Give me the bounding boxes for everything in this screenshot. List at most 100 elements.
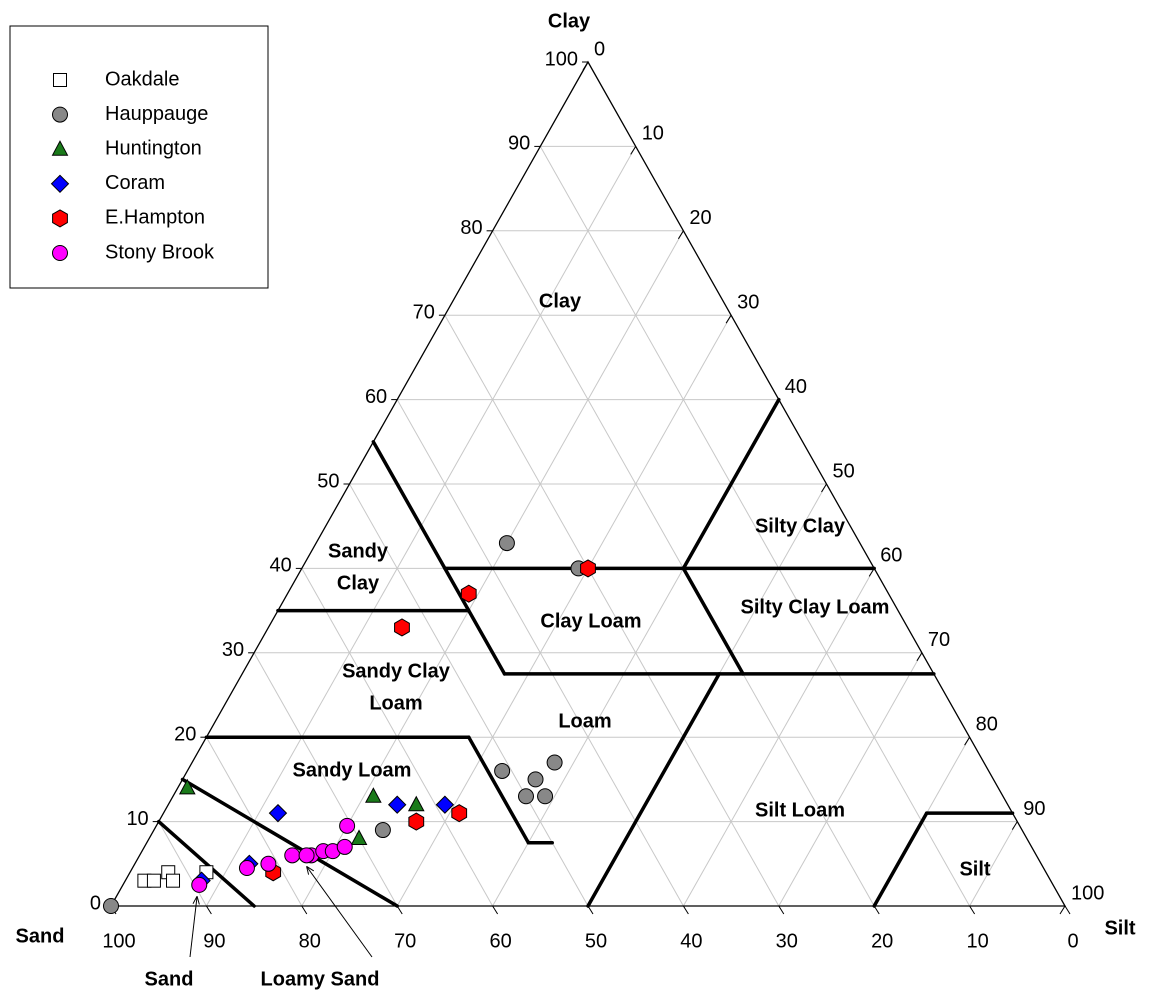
silt-tick-label: 100: [1071, 882, 1104, 904]
data-point: [546, 754, 563, 771]
data-point: [336, 838, 353, 855]
tick-mark: [205, 905, 212, 915]
data-point: [498, 535, 515, 552]
sand-tick-label: 20: [871, 930, 893, 952]
class-boundary: [156, 819, 256, 908]
legend-marker: [50, 174, 70, 194]
data-point: [103, 898, 119, 914]
region-label: Silt: [959, 858, 990, 880]
clay-axis-title: Clay: [548, 10, 591, 32]
class-boundary: [467, 735, 531, 845]
region-label: Sandy Loam: [293, 759, 412, 781]
region-label: Loam: [558, 710, 611, 732]
legend-marker: [52, 106, 68, 123]
data-point: [365, 787, 382, 803]
data-point: [537, 788, 554, 805]
grid: [158, 145, 1018, 907]
class-boundary: [681, 566, 745, 676]
legend-label: Oakdale: [105, 68, 180, 90]
legend-marker: [52, 209, 68, 228]
data-point: [580, 559, 596, 578]
data-point: [339, 817, 356, 834]
data-point: [268, 803, 288, 823]
data-point: [191, 876, 208, 893]
sand-tick-label: 80: [299, 930, 321, 952]
region-label: Loam: [369, 692, 422, 714]
region-label: Silty Clay: [755, 515, 846, 537]
legend-label: Huntington: [105, 137, 202, 159]
tick-mark: [964, 736, 971, 746]
clay-tick-label: 30: [222, 639, 244, 661]
tick-mark: [778, 905, 785, 915]
data-point: [527, 771, 544, 788]
region-label: Silty Clay Loam: [741, 596, 890, 618]
points: [103, 535, 596, 914]
silt-tick-label: 90: [1023, 798, 1045, 820]
region-label: Clay: [539, 290, 582, 312]
legend-label: Stony Brook: [105, 241, 215, 263]
data-point: [407, 795, 425, 812]
sand-tick-label: 50: [585, 930, 607, 952]
grid-line: [444, 314, 780, 907]
sand-tick-label: 10: [966, 930, 988, 952]
region-label: Clay: [337, 572, 380, 594]
clay-tick-label: 40: [270, 555, 292, 577]
clay-tick-label: 10: [126, 808, 148, 830]
data-point: [394, 618, 410, 637]
tick-mark: [630, 146, 637, 155]
tick-mark: [773, 399, 780, 408]
silt-tick-label: 0: [594, 38, 605, 60]
tick-mark: [587, 905, 594, 915]
data-point: [350, 829, 368, 845]
region-label: Sandy Clay: [342, 660, 451, 682]
data-point: [298, 847, 315, 864]
sand-tick-label: 40: [680, 930, 702, 952]
tick-mark: [1064, 905, 1071, 915]
clay-tick-label: 20: [174, 723, 196, 745]
region-label: Clay Loam: [540, 610, 641, 632]
sand-axis-title: Sand: [16, 925, 65, 947]
tick-mark: [582, 61, 589, 71]
sand-tick-label: 70: [394, 930, 416, 952]
tick-mark: [725, 314, 732, 324]
silt-tick-label: 50: [833, 460, 855, 482]
tick-mark: [682, 905, 689, 915]
tick-mark: [492, 905, 499, 915]
data-point: [166, 873, 181, 888]
sand-tick-label: 100: [102, 930, 135, 952]
class-boundary: [681, 397, 781, 571]
sand-tick-label: 60: [489, 930, 511, 952]
loamy-sand-arrow: [307, 867, 373, 958]
tick-mark: [916, 652, 923, 662]
clay-tick-label: 80: [460, 217, 482, 239]
tick-mark: [1059, 905, 1066, 915]
silt-axis-title: Silt: [1104, 917, 1135, 939]
legend-label: E.Hampton: [105, 207, 205, 229]
clay-tick-label: 70: [413, 301, 435, 323]
data-point: [435, 795, 455, 814]
tick-mark: [821, 483, 827, 493]
tick-mark: [969, 905, 976, 915]
legend: Oakdale Hauppauge Huntington Coram E.Hampton…: [50, 68, 215, 263]
region-labels: Clay Silty Clay Sandy Clay Silty Clay Loam Cl…: [145, 290, 991, 990]
legend-label: Hauppauge: [105, 103, 208, 125]
tick-mark: [873, 905, 880, 915]
data-point: [374, 822, 391, 839]
legend-marker: [52, 245, 68, 261]
data-point: [178, 778, 196, 795]
data-point: [517, 788, 534, 805]
legend-marker: [51, 140, 69, 156]
region-label: Loamy Sand: [261, 968, 380, 990]
data-point: [238, 860, 255, 877]
class-boundary: [586, 672, 721, 908]
silt-tick-label: 40: [785, 376, 807, 398]
data-point: [260, 855, 277, 872]
grid-line: [969, 821, 1018, 907]
clay-tick-label: 50: [317, 470, 339, 492]
silt-tick-label: 20: [689, 207, 711, 229]
class-boundary: [180, 777, 399, 908]
sand-arrow: [189, 897, 197, 958]
clay-tick-label: 100: [545, 48, 578, 70]
